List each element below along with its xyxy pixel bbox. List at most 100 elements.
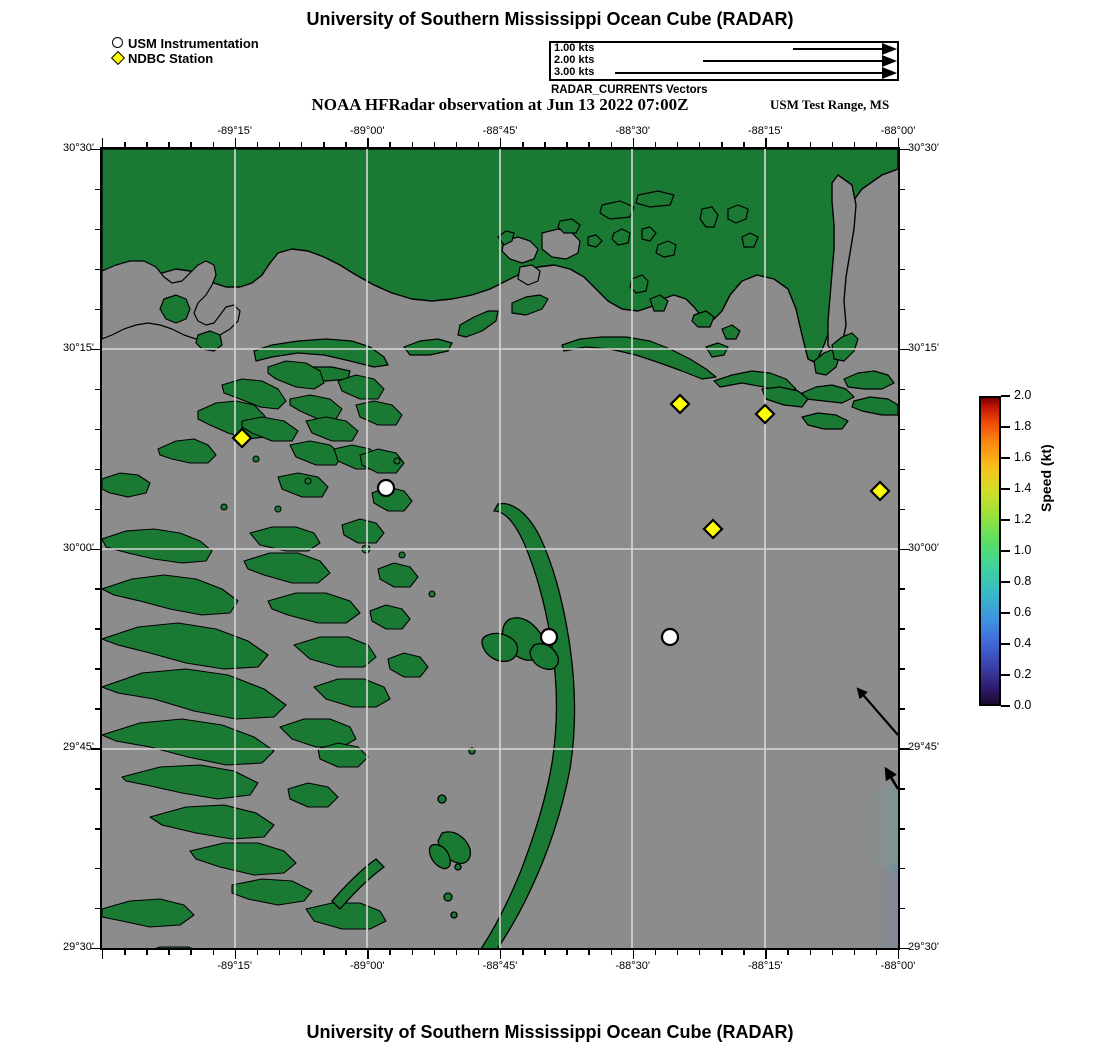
axis-tick [95, 828, 100, 830]
colorbar-tick [1001, 612, 1010, 614]
page-title: University of Southern Mississippi Ocean… [306, 9, 794, 29]
ndbc-station-marker[interactable] [869, 480, 891, 502]
axis-tick [610, 142, 612, 147]
axis-tick [765, 138, 767, 147]
axis-tick [900, 868, 905, 870]
ndbc-station-marker[interactable] [231, 427, 253, 449]
axis-tick [632, 138, 635, 147]
colorbar-tick-label: 1.4 [1014, 481, 1032, 495]
map-canvas[interactable] [100, 147, 900, 950]
axis-tick [787, 142, 789, 147]
lon-tick-label-top: -89°00' [350, 125, 385, 137]
ndbc-station-marker[interactable] [669, 393, 691, 415]
vector-scale-key: 1.00 kts 2.00 kts 3.00 kts [549, 41, 899, 81]
colorbar-tick-label: 0.4 [1014, 636, 1032, 650]
axis-tick [765, 950, 767, 959]
axis-tick [654, 142, 657, 147]
arrow-head-icon [882, 43, 897, 55]
axis-tick [900, 788, 905, 790]
circle-marker-icon [110, 36, 128, 51]
ndbc-station-marker[interactable] [754, 403, 776, 425]
axis-tick [124, 950, 126, 955]
axis-tick [95, 268, 100, 271]
axis-tick [787, 950, 789, 955]
lat-tick-label-left: 29°45' [63, 741, 94, 754]
axis-tick [831, 950, 834, 955]
observation-subtitle: NOAA HFRadar observation at Jun 13 2022 … [311, 95, 689, 114]
axis-tick [588, 950, 590, 955]
axis-tick [190, 950, 192, 955]
axis-tick [91, 149, 100, 151]
lon-tick-label-bottom: -88°45' [482, 960, 518, 972]
colorbar-tick-label: 0.8 [1014, 574, 1032, 588]
vector-shaft-1kt [793, 48, 883, 50]
axis-tick [900, 428, 905, 431]
colorbar-tick [1001, 395, 1010, 397]
lat-tick-label-left: 30°15' [63, 341, 94, 354]
vector-key-caption: RADAR_CURRENTS Vectors [551, 84, 708, 96]
legend-label-ndbc: NDBC Station [128, 51, 214, 66]
usm-instrumentation-marker[interactable] [376, 478, 396, 498]
colorbar-tick-label: 2.0 [1014, 388, 1032, 402]
vector-key-row: 2.00 kts [551, 54, 897, 67]
axis-tick [301, 142, 303, 147]
axis-tick [853, 142, 856, 147]
axis-tick [323, 950, 325, 955]
axis-tick [256, 950, 259, 955]
axis-tick [900, 668, 905, 670]
axis-tick [91, 748, 100, 750]
colorbar-tick-label: 0.2 [1014, 667, 1032, 681]
axis-tick [900, 268, 905, 271]
axis-tick [433, 950, 436, 955]
lon-tick-label-top: -88°45' [482, 125, 518, 137]
lat-tick-label-right: 30°30' [908, 142, 939, 154]
axis-tick [367, 950, 369, 959]
axis-tick [875, 142, 878, 147]
colorbar-tick [1001, 550, 1010, 552]
lon-tick-label-bottom: -88°30' [615, 960, 650, 972]
axis-tick [212, 142, 214, 147]
axis-tick [389, 142, 391, 147]
axis-tick [721, 950, 723, 955]
axis-tick [146, 142, 148, 147]
lon-tick-label-top: -88°00' [880, 125, 916, 137]
axis-tick [389, 950, 391, 955]
axis-tick [699, 142, 701, 147]
axis-tick [477, 950, 480, 955]
axis-tick [900, 348, 909, 351]
axis-tick [743, 142, 745, 147]
colorbar-tick [1001, 674, 1010, 676]
axis-tick [234, 950, 237, 959]
usm-instrumentation-marker[interactable] [539, 627, 559, 647]
lat-tick-label-right: 29°30' [908, 941, 939, 953]
map-graphic [102, 149, 898, 948]
axis-tick [544, 142, 546, 147]
colorbar-tick [1001, 581, 1010, 583]
axis-tick [345, 950, 347, 955]
axis-tick [566, 950, 568, 955]
axis-tick [853, 950, 856, 955]
axis-tick [809, 142, 811, 147]
axis-tick [278, 142, 281, 147]
axis-tick [900, 228, 905, 231]
axis-tick [676, 950, 679, 955]
axis-tick [632, 950, 635, 959]
lon-tick-label-bottom: -88°00' [880, 960, 916, 972]
axis-tick [91, 948, 100, 950]
vector-shaft-2kt [703, 60, 883, 62]
axis-tick [190, 142, 192, 147]
colorbar-tick-label: 1.8 [1014, 419, 1032, 433]
axis-tick [168, 950, 170, 955]
lat-tick-label-left: 30°00' [63, 541, 94, 554]
colorbar-tick-label: 0.6 [1014, 605, 1032, 619]
axis-tick [411, 142, 413, 147]
legend-item-ndbc-station: NDBC Station [110, 50, 259, 66]
axis-tick [95, 628, 100, 630]
axis-tick [95, 588, 100, 590]
axis-tick [95, 468, 100, 470]
ndbc-station-marker[interactable] [702, 518, 724, 540]
vector-key-row: 1.00 kts [551, 42, 897, 55]
usm-instrumentation-marker[interactable] [660, 627, 680, 647]
vector-shaft-3kt [615, 72, 883, 74]
axis-tick [900, 948, 909, 950]
